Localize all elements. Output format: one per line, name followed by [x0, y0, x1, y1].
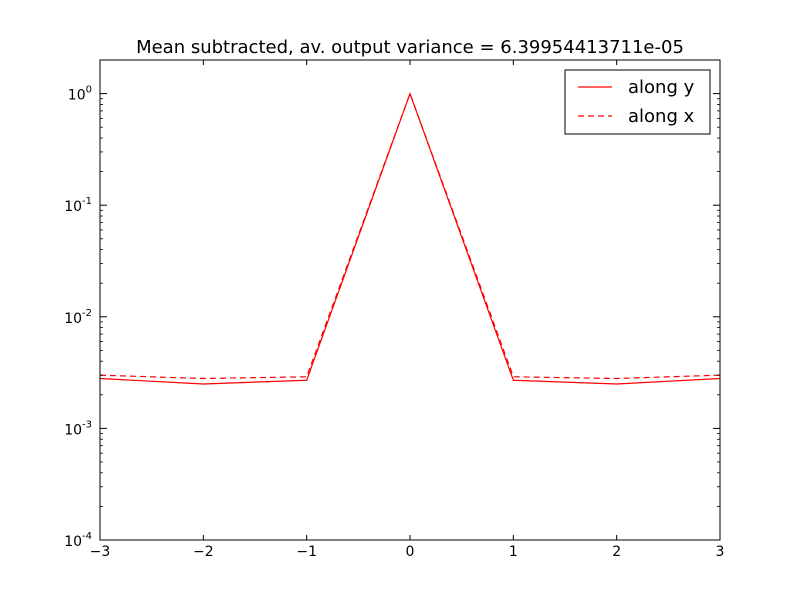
y-tick-label: 10-3 — [64, 419, 92, 438]
tick-labels-layer: −3 −2 −1 0 1 2 3 100 10-1 10-2 10-3 10-4 — [64, 85, 724, 560]
y-tick-label: 10-1 — [64, 196, 92, 215]
chart-title: Mean subtracted, av. output variance = 6… — [136, 37, 684, 58]
ticks-layer — [99, 59, 721, 541]
x-tick-label: −1 — [296, 544, 317, 560]
x-tick-label: −3 — [90, 544, 111, 560]
x-tick-label: 3 — [716, 544, 725, 560]
x-tick-label: 2 — [612, 544, 621, 560]
y-tick-label: 10-4 — [64, 531, 92, 550]
y-tick-label: 100 — [68, 85, 92, 104]
series-line-along-x — [99, 91, 721, 380]
plot-area — [100, 60, 720, 540]
y-tick-label: 10-2 — [64, 308, 92, 327]
x-tick-label: 1 — [509, 544, 518, 560]
x-tick-label: 0 — [406, 544, 415, 560]
series-layer — [99, 91, 721, 385]
x-tick-label: −2 — [193, 544, 214, 560]
legend: along y along x — [564, 69, 711, 135]
series-line-along-y — [99, 91, 721, 385]
legend-frame — [564, 69, 711, 135]
legend-label-along-y: along y — [628, 77, 695, 98]
legend-label-along-x: along x — [628, 106, 695, 127]
